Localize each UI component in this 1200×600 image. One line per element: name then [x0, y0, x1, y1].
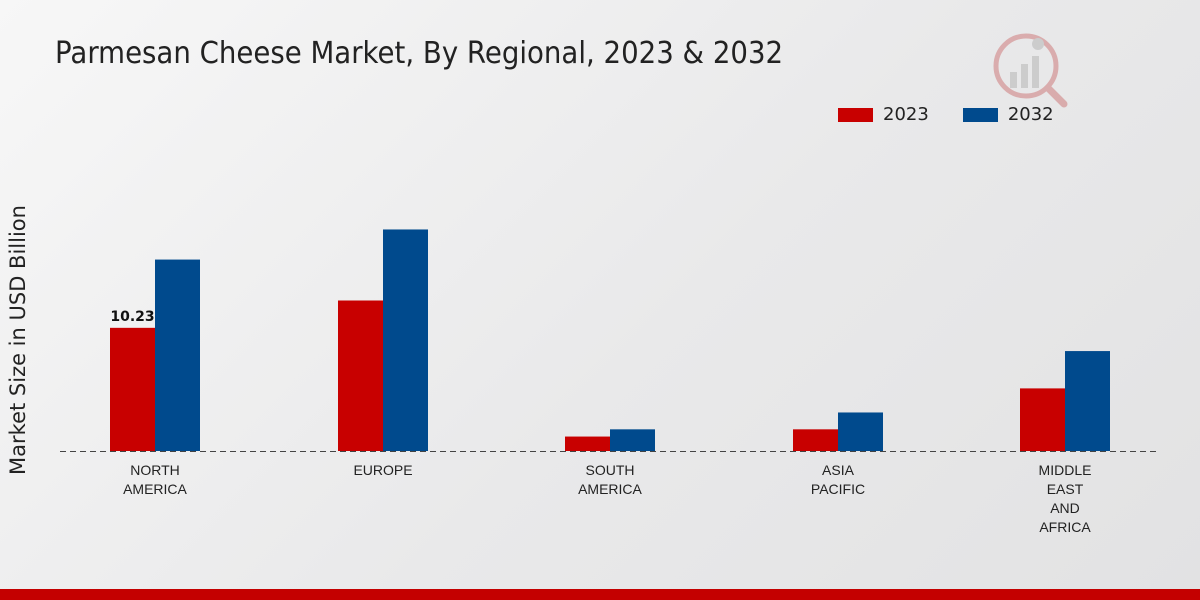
bar-2032-north-america: [155, 259, 200, 451]
bar-2032-asia-pacific: [838, 412, 883, 451]
bar-2023-asia-pacific: [793, 429, 838, 451]
bottom-accent-bar: [0, 589, 1200, 600]
x-tick-label-south-america: SOUTH AMERICA: [578, 462, 642, 497]
bar-2023-north-america: [110, 327, 155, 451]
bar-2023-south-america: [565, 436, 610, 451]
legend-swatch-2032: [962, 107, 998, 122]
x-tick-label-north-america: NORTH AMERICA: [123, 462, 187, 497]
chart-title: Parmesan Cheese Market, By Regional, 202…: [55, 36, 784, 71]
bar-2032-europe: [383, 229, 428, 451]
bar-2023-middle-east-and-africa: [1020, 388, 1065, 451]
legend-label-2023: 2023: [883, 104, 929, 125]
watermark-logo-icon: [993, 33, 1068, 108]
legend: 2023 2032: [838, 104, 1088, 125]
x-tick-label-asia-pacific: ASIA PACIFIC: [811, 462, 865, 497]
legend-item-2032: 2032: [962, 104, 1054, 125]
x-tick-label-europe: EUROPE: [353, 462, 412, 478]
bar-2032-south-america: [610, 429, 655, 451]
data-label-10.23: 10.23: [110, 309, 154, 325]
legend-swatch-2023: [838, 107, 873, 122]
x-tick-label-middle-east-and-africa: MIDDLE EAST AND AFRICA: [1039, 462, 1092, 535]
legend-label-2032: 2032: [1007, 104, 1054, 125]
bar-2032-middle-east-and-africa: [1065, 351, 1110, 451]
legend-item-2023: 2023: [838, 104, 929, 125]
bar-2023-europe: [338, 300, 383, 451]
